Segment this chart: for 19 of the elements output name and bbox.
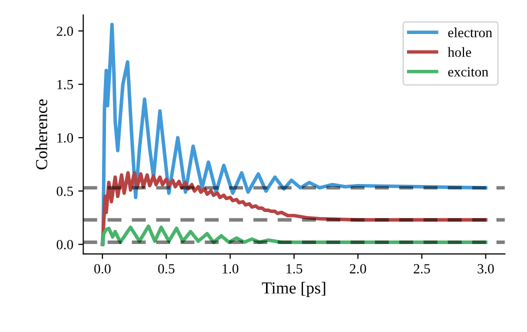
x-tick-label: 2.5 (414, 264, 430, 274)
x-tick-label: 1.5 (286, 264, 302, 274)
line-series (100, 171, 488, 246)
x-tick-label: 3.0 (478, 264, 494, 274)
y-tick-label: 0.0 (56, 240, 74, 250)
y-tick-label: 1.5 (57, 80, 73, 90)
x-tick-label: 0.0 (94, 264, 111, 274)
y-axis-title: Coherence (36, 99, 48, 170)
x-tick-label: 0.5 (158, 264, 174, 274)
y-tick-label: 0.5 (56, 186, 73, 196)
y-tick-label: 2.0 (56, 26, 74, 36)
legend-label: hole (448, 47, 472, 57)
line-series (100, 224, 488, 246)
legend-label: electron (448, 28, 492, 38)
legend-label: exciton (448, 67, 488, 77)
x-axis-title: Time [ps] (262, 282, 326, 297)
x-tick-label: 1.0 (222, 264, 238, 274)
x-tick-label: 2.0 (350, 264, 366, 274)
y-tick-label: 1.0 (57, 133, 74, 143)
